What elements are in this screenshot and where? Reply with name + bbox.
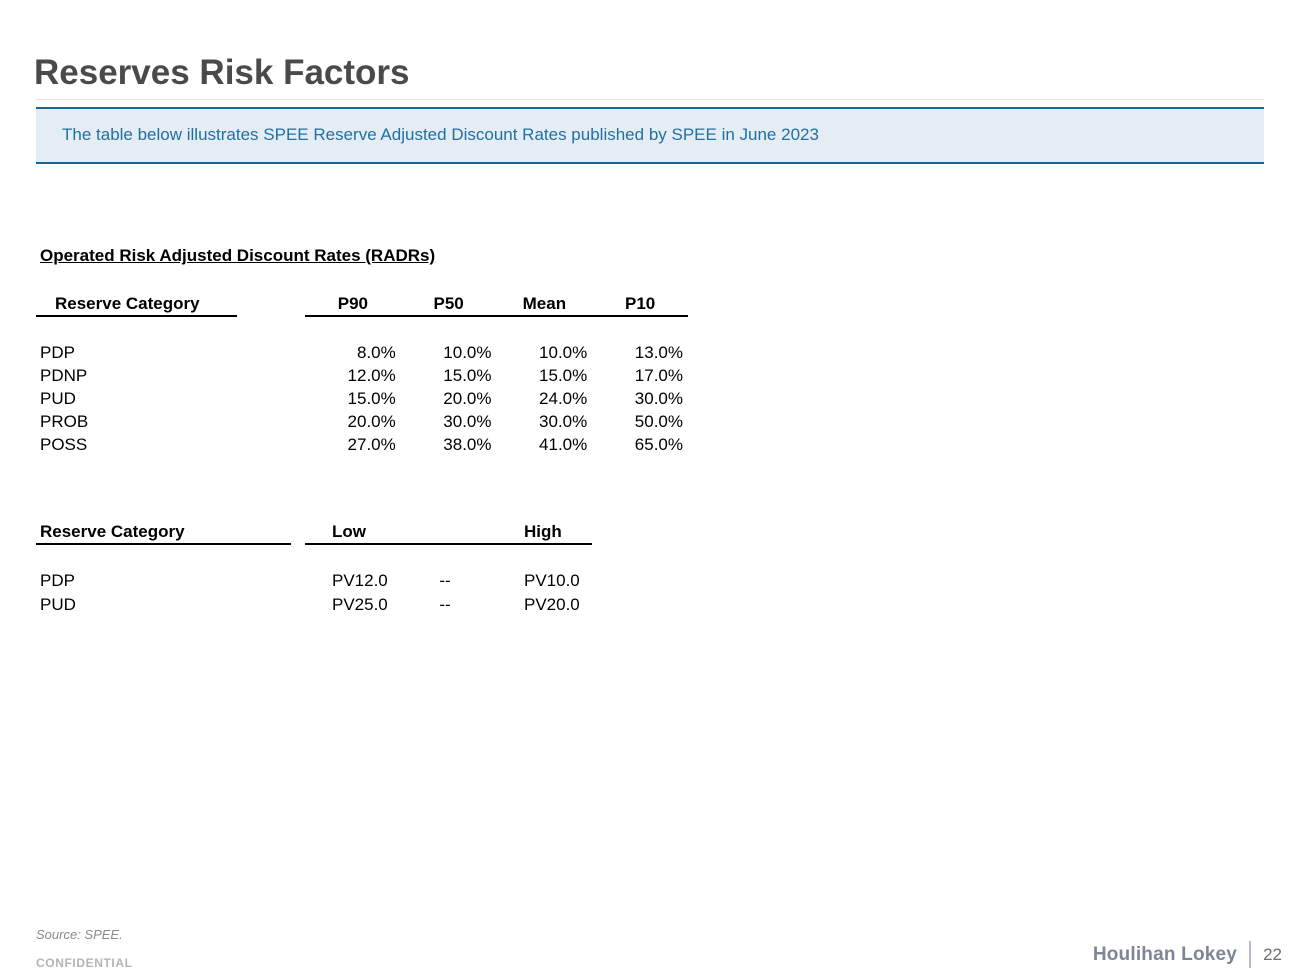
table-row: PUD PV25.0 -- PV20.0 xyxy=(36,593,636,617)
radr-values-underline xyxy=(305,315,688,317)
section-heading: Operated Risk Adjusted Discount Rates (R… xyxy=(40,246,436,265)
table-row: POSS 27.0% 38.0% 41.0% 65.0% xyxy=(36,433,688,456)
radr-value: 24.0% xyxy=(539,389,588,408)
radr-value: 20.0% xyxy=(443,389,492,408)
footer-divider xyxy=(1249,941,1252,968)
page-title: Reserves Risk Factors xyxy=(34,53,410,92)
radr-category: POSS xyxy=(40,435,88,454)
radr-value: 15.0% xyxy=(539,366,588,385)
radr-header-p90: P90 xyxy=(337,294,368,313)
page-number: 22 xyxy=(1263,944,1282,964)
radr-header-p10: P10 xyxy=(625,294,656,313)
radr-header-mean: Mean xyxy=(522,294,567,313)
radr-value: 50.0% xyxy=(634,412,683,431)
pv-category: PDP xyxy=(40,571,75,590)
table-row: PDNP 12.0% 15.0% 15.0% 17.0% xyxy=(36,364,688,387)
pv-category: PUD xyxy=(40,594,76,614)
radr-value: 30.0% xyxy=(634,389,683,408)
pv-table-body: PDP PV12.0 -- PV10.0 PUD PV25.0 -- PV20.… xyxy=(36,569,636,616)
pv-header-row: Reserve Category Low High xyxy=(36,520,636,543)
radr-header-category: Reserve Category xyxy=(55,294,200,313)
pv-high-value: PV20.0 xyxy=(524,594,580,614)
radr-value: 8.0% xyxy=(357,343,396,362)
radr-value: 15.0% xyxy=(347,389,396,408)
table-row: PDP 8.0% 10.0% 10.0% 13.0% xyxy=(36,341,688,364)
title-divider xyxy=(36,99,1264,100)
radr-value: 13.0% xyxy=(634,343,683,362)
radr-value: 17.0% xyxy=(634,366,683,385)
pv-header-low: Low xyxy=(332,522,366,541)
radr-value: 41.0% xyxy=(539,435,588,454)
radr-value: 15.0% xyxy=(443,366,492,385)
subtitle-text: The table below illustrates SPEE Reserve… xyxy=(62,125,819,144)
radr-value: 20.0% xyxy=(347,412,396,431)
radr-value: 38.0% xyxy=(443,435,492,454)
radr-value: 27.0% xyxy=(347,435,396,454)
table-row: PDP PV12.0 -- PV10.0 xyxy=(36,569,636,593)
radr-header-p50: P50 xyxy=(433,294,464,313)
table-row: PROB 20.0% 30.0% 30.0% 50.0% xyxy=(36,410,688,433)
radr-category: PROB xyxy=(40,412,89,431)
source-note: Source: SPEE. xyxy=(36,927,123,942)
radr-value: 12.0% xyxy=(347,366,396,385)
radr-table: Reserve Category P90 P50 Mean P10 PDP 8.… xyxy=(36,292,688,454)
radr-category: PDNP xyxy=(40,366,88,385)
pv-category-underline xyxy=(36,543,291,545)
houlihan-lokey-logo: Houlihan Lokey xyxy=(1092,943,1238,965)
table-row: PUD 15.0% 20.0% 24.0% 30.0% xyxy=(36,387,688,410)
radr-table-body: PDP 8.0% 10.0% 10.0% 13.0% PDNP 12.0% 15… xyxy=(36,341,688,456)
radr-value: 10.0% xyxy=(539,343,588,362)
radr-header-row: Reserve Category P90 P50 Mean P10 xyxy=(36,292,688,315)
pv-header-category: Reserve Category xyxy=(40,522,185,541)
pv-range-separator: -- xyxy=(439,594,451,614)
radr-value: 10.0% xyxy=(443,343,492,362)
radr-value: 30.0% xyxy=(539,412,588,431)
pv-table: Reserve Category Low High PDP PV12.0 -- … xyxy=(36,520,636,614)
confidential-label: CONFIDENTIAL xyxy=(36,956,133,970)
pv-high-value: PV10.0 xyxy=(524,571,580,590)
radr-category: PDP xyxy=(40,343,75,362)
pv-header-high: High xyxy=(524,522,562,541)
pv-values-underline xyxy=(305,543,592,545)
pv-low-value: PV12.0 xyxy=(332,571,388,590)
pv-low-value: PV25.0 xyxy=(332,594,388,614)
radr-value: 30.0% xyxy=(443,412,492,431)
radr-value: 65.0% xyxy=(634,435,683,454)
pv-range-separator: -- xyxy=(439,571,451,590)
radr-category-underline xyxy=(36,315,237,317)
radr-category: PUD xyxy=(40,389,76,408)
pv-header-spacer xyxy=(415,520,475,543)
brand-footer: Houlihan Lokey 22 xyxy=(1093,941,1282,968)
subtitle-banner: The table below illustrates SPEE Reserve… xyxy=(36,107,1264,164)
